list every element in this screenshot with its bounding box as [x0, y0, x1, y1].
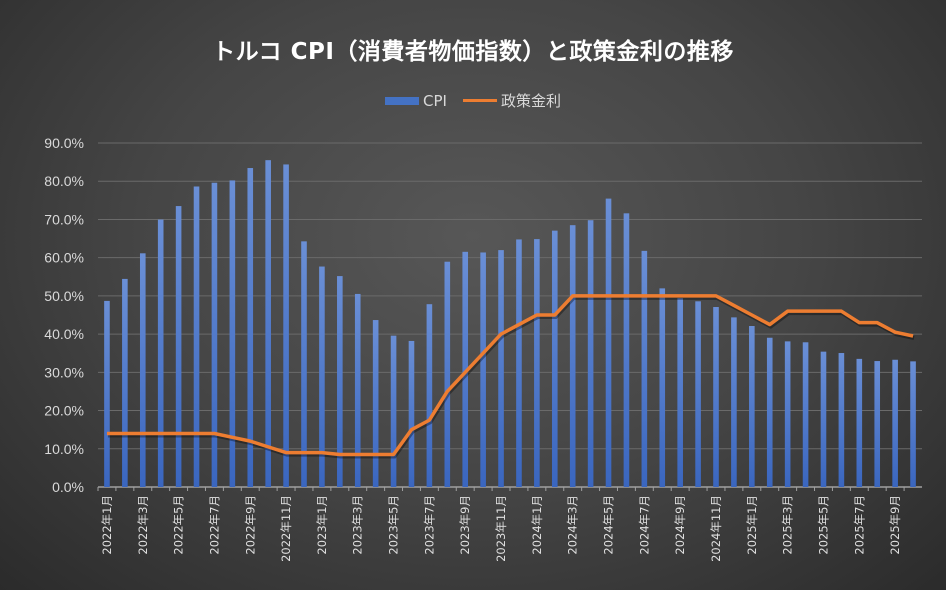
cpi-bar	[534, 239, 540, 487]
legend: CPI 政策金利	[0, 90, 946, 111]
cpi-bar	[695, 301, 701, 487]
x-tick-label: 2025年1月	[745, 495, 759, 555]
x-tick-label: 2025年3月	[781, 495, 795, 555]
cpi-bar	[319, 266, 325, 487]
x-tick-label: 2022年5月	[172, 495, 186, 555]
y-tick-label: 80.0%	[44, 173, 84, 189]
cpi-bar	[749, 326, 755, 487]
x-tick-label: 2024年1月	[530, 495, 544, 555]
x-tick-label: 2024年9月	[673, 495, 687, 555]
cpi-bar	[516, 239, 522, 487]
cpi-bar	[569, 225, 576, 487]
x-tick-label: 2023年11月	[494, 495, 508, 562]
y-tick-label: 90.0%	[44, 135, 84, 151]
y-tick-label: 30.0%	[44, 364, 84, 380]
y-tick-label: 50.0%	[44, 288, 84, 304]
x-tick-label: 2024年3月	[566, 495, 580, 555]
cpi-bar	[211, 182, 218, 488]
cpi-bar	[372, 320, 379, 487]
y-tick-label: 20.0%	[44, 403, 84, 419]
cpi-bar	[910, 361, 916, 487]
y-tick-label: 0.0%	[52, 479, 84, 495]
x-tick-label: 2025年9月	[888, 495, 902, 555]
x-tick-label: 2023年9月	[458, 495, 472, 555]
cpi-bar	[408, 340, 415, 487]
cpi-bar	[337, 276, 343, 487]
x-tick-label: 2025年5月	[816, 495, 830, 555]
cpi-bar	[856, 358, 863, 487]
y-tick-label: 10.0%	[44, 441, 84, 457]
cpi-bar	[247, 168, 254, 487]
cpi-bar	[623, 213, 630, 487]
cpi-bar	[802, 342, 809, 487]
cpi-bar	[265, 160, 271, 487]
cpi-bar	[229, 180, 236, 487]
cpi-bar	[104, 300, 110, 487]
y-tick-label: 40.0%	[44, 326, 84, 342]
legend-swatch-line	[462, 99, 497, 102]
cpi-bar	[498, 250, 504, 487]
cpi-bar	[587, 220, 594, 487]
cpi-bar	[784, 341, 791, 487]
cpi-bar	[139, 253, 146, 487]
cpi-bar	[820, 351, 827, 487]
cpi-bar	[444, 261, 451, 487]
cpi-bar	[874, 361, 881, 487]
cpi-bar	[122, 278, 128, 487]
cpi-bar	[175, 206, 182, 488]
chart-title: トルコ CPI（消費者物価指数）と政策金利の推移	[212, 39, 734, 65]
legend-swatch-bar	[385, 96, 420, 105]
cpi-bar	[766, 337, 773, 487]
x-tick-label: 2023年3月	[351, 495, 365, 555]
x-tick-label: 2024年5月	[602, 495, 616, 555]
x-tick-label: 2022年9月	[243, 495, 257, 555]
cpi-bar	[713, 307, 719, 487]
x-tick-label: 2022年3月	[136, 495, 150, 555]
cpi-bar	[605, 198, 612, 487]
policy-rate-line-shadow	[107, 295, 915, 459]
cpi-bar	[193, 186, 200, 487]
cpi-bar	[283, 164, 289, 487]
y-tick-label: 70.0%	[44, 211, 84, 227]
cpi-bar	[659, 288, 666, 487]
cpi-bar	[301, 241, 307, 487]
x-tick-label: 2022年1月	[100, 495, 114, 555]
legend-item-cpi: CPI	[385, 90, 447, 111]
legend-item-policy-rate: 政策金利	[462, 90, 561, 111]
cpi-bar	[731, 317, 737, 487]
cpi-bar	[641, 250, 648, 487]
policy-rate-line	[106, 294, 914, 457]
x-tick-label: 2025年7月	[852, 495, 866, 555]
x-tick-label: 2023年1月	[315, 495, 329, 555]
cpi-bar	[480, 252, 486, 487]
x-tick-label: 2023年7月	[422, 495, 436, 555]
cpi-bar	[157, 219, 164, 487]
cpi-bar	[426, 304, 433, 487]
y-tick-label: 60.0%	[44, 250, 84, 266]
x-tick-label: 2022年7月	[207, 495, 221, 555]
x-tick-label: 2024年11月	[709, 495, 723, 562]
cpi-bar	[354, 293, 361, 487]
x-tick-label: 2023年5月	[387, 495, 401, 555]
cpi-bar	[892, 359, 898, 487]
x-tick-label: 2024年7月	[637, 495, 651, 555]
cpi-bar	[838, 353, 845, 487]
legend-label: 政策金利	[500, 92, 561, 110]
cpi-bar	[551, 230, 558, 487]
cpi-bar	[677, 298, 683, 487]
cpi-bar	[390, 335, 397, 487]
cpi-bar	[462, 251, 469, 487]
x-tick-label: 2022年11月	[279, 495, 293, 562]
legend-label: CPI	[423, 91, 447, 110]
